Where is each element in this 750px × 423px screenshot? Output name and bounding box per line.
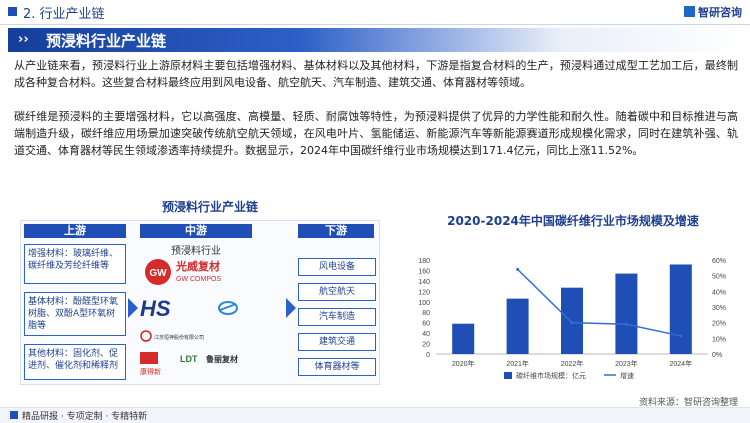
- upstream-item: 基体材料：酚醛型环氧树脂、双酚A型环氧树脂等: [24, 292, 126, 336]
- bar: [669, 264, 692, 354]
- growth-line: [517, 268, 681, 337]
- y-left-tick-label: 140: [418, 279, 430, 286]
- svg-text:GW COMPOS: GW COMPOS: [176, 276, 221, 283]
- y-right-tick-label: 50%: [712, 274, 726, 281]
- y-left-tick-label: 160: [418, 268, 430, 275]
- downstream-item: 建筑交通: [298, 333, 376, 351]
- section-title: 2. 行业产业链: [23, 7, 105, 22]
- chart-title: 2020-2024年中国碳纤维行业市场规模及增速: [447, 214, 699, 228]
- svg-text:HS: HS: [140, 296, 171, 321]
- x-tick-label: 2022年: [561, 359, 584, 368]
- brand-name: 智研咨询: [698, 6, 742, 19]
- svg-text:GW: GW: [149, 268, 167, 279]
- paragraph-1: 从产业链来看，预浸料行业上游原材料主要包括增强材料、基体材料以及其他材料，下游是…: [14, 59, 738, 89]
- midstream-header: 中游: [140, 224, 252, 238]
- bar: [561, 287, 583, 354]
- chevron-right-icon: ››: [18, 32, 29, 47]
- footer: 精品研报 · 专项定制 · 专精特新: [0, 407, 750, 423]
- downstream-item: 航空航天: [298, 283, 376, 301]
- upstream-item: 增强材料：玻璃纤维、碳纤维及芳纶纤维等: [24, 244, 126, 284]
- footer-icon: [10, 411, 18, 419]
- y-right-tick-label: 30%: [712, 305, 726, 312]
- x-tick-label: 2023年: [615, 359, 638, 368]
- ldt-logo: LDT 鲁丽复材: [180, 354, 238, 364]
- y-left-tick-label: 100: [418, 300, 430, 307]
- legend-line-label: 增速: [620, 371, 634, 380]
- downstream-item: 体育器材等: [298, 358, 376, 376]
- upstream-item: 其他材料：固化剂、促进剂、催化剂和稀释剂: [24, 344, 126, 380]
- gw-logo: GW 光威复材 GW COMPOS: [145, 259, 221, 285]
- y-right-tick-label: 20%: [712, 321, 726, 328]
- chain-title: 预浸料行业产业链: [161, 200, 258, 214]
- midstream-label: 预浸料行业: [171, 246, 221, 257]
- growth-point: [516, 267, 520, 271]
- arrow-right-icon: [128, 298, 138, 318]
- footer-text: 精品研报 · 专项定制 · 专精特新: [22, 412, 148, 422]
- downstream-item: 风电设备: [298, 258, 376, 276]
- y-left-tick-label: 40: [422, 331, 430, 338]
- source-note: 资料来源：智研咨询整理: [638, 398, 738, 408]
- page-title: 预浸料行业产业链: [46, 32, 167, 50]
- bar: [506, 298, 529, 354]
- hs-logo: HS: [140, 296, 238, 321]
- growth-point: [624, 322, 628, 326]
- legend-bar-label: 碳纤维市场规模：亿元: [516, 371, 586, 380]
- downstream-header: 下游: [298, 224, 374, 238]
- bar: [452, 323, 475, 354]
- y-right-tick-label: 10%: [712, 336, 726, 343]
- svg-text:江苏恒神股份有限公司: 江苏恒神股份有限公司: [154, 334, 204, 341]
- svg-text:LDT: LDT: [180, 354, 198, 364]
- x-tick-label: 2020年: [452, 359, 475, 368]
- growth-point: [679, 334, 683, 338]
- y-left-tick-label: 0: [426, 352, 430, 359]
- top-bar: 2. 行业产业链 智研咨询: [0, 0, 750, 24]
- svg-text:鲁丽复材: 鲁丽复材: [205, 354, 238, 364]
- title-banner: ›› 预浸料行业产业链: [8, 28, 742, 52]
- legend-bar-swatch: [504, 372, 512, 379]
- x-tick-label: 2024年: [670, 359, 693, 368]
- kangde-logo: 康得新: [140, 352, 161, 376]
- svg-text:康得新: 康得新: [140, 367, 161, 376]
- section-marker-icon: [8, 7, 17, 16]
- jiangsu-hengshen-logo: 江苏恒神股份有限公司: [140, 330, 204, 342]
- bar: [615, 273, 638, 354]
- svg-text:光威复材: 光威复材: [175, 259, 220, 273]
- y-left-tick-label: 20: [422, 342, 430, 349]
- y-right-tick-label: 60%: [712, 258, 726, 265]
- x-tick-label: 2021年: [506, 359, 529, 368]
- brand-logo-icon: [684, 6, 695, 17]
- y-left-tick-label: 120: [418, 289, 430, 296]
- y-left-tick-label: 180: [418, 258, 430, 265]
- arrow-right-icon: [286, 298, 296, 318]
- y-left-tick-label: 80: [422, 310, 430, 317]
- midstream-panel: 预浸料行业 GW 光威复材 GW COMPOS HS 江苏恒神股份有限公司 康得…: [136, 236, 256, 378]
- market-size-chart: 0 20 40 60 80 100 120 140 160 180 0% 10% 20% 30% 40% 50…: [418, 258, 726, 380]
- company-logos: GW 光威复材 GW COMPOS HS 江苏恒神股份有限公司 康得新 LDT …: [140, 259, 238, 376]
- downstream-item: 汽车制造: [298, 308, 376, 326]
- y-left-tick-label: 60: [422, 321, 430, 328]
- upstream-header: 上游: [24, 224, 126, 238]
- brand: 智研咨询: [684, 4, 742, 20]
- divider: [0, 24, 750, 25]
- paragraph-2: 碳纤维是预浸料的主要增强材料，它以高强度、高模量、轻质、耐腐蚀等特性，为预浸料提…: [14, 110, 738, 157]
- y-right-tick-label: 40%: [712, 289, 726, 296]
- y-right-tick-label: 0%: [712, 352, 722, 359]
- growth-point: [570, 321, 574, 325]
